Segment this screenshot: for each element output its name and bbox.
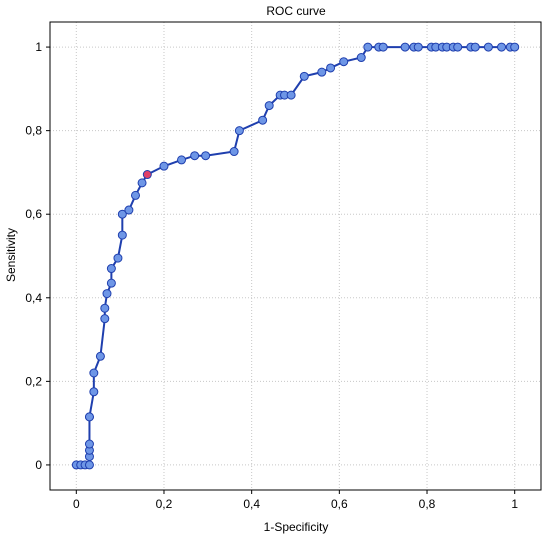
chart-title: ROC curve xyxy=(266,4,326,18)
x-axis-label: 1-Specificity xyxy=(264,520,329,534)
x-tick-label: 0,2 xyxy=(156,497,173,511)
axis-ticks: 0 0,2 0,4 0,6 0,8 1 0 0,2 0,4 0,6 0,8 1 xyxy=(25,40,518,511)
roc-point xyxy=(100,314,110,324)
roc-point xyxy=(106,264,116,274)
roc-point xyxy=(89,387,99,397)
roc-point xyxy=(299,71,309,81)
roc-point xyxy=(89,368,99,378)
roc-point xyxy=(84,439,94,449)
roc-point xyxy=(84,412,94,422)
roc-point xyxy=(453,42,463,52)
roc-point xyxy=(317,67,327,77)
roc-point xyxy=(106,278,116,288)
y-tick-label: 0 xyxy=(35,458,42,472)
roc-point xyxy=(326,63,336,73)
roc-point xyxy=(84,460,94,470)
y-tick-label: 0,4 xyxy=(25,291,42,305)
roc-point xyxy=(190,151,200,161)
roc-point xyxy=(102,289,112,299)
roc-point xyxy=(130,190,140,200)
y-tick-label: 1 xyxy=(35,40,42,54)
roc-point xyxy=(159,161,169,171)
roc-point xyxy=(497,42,507,52)
roc-point xyxy=(117,230,127,240)
roc-point xyxy=(413,42,423,52)
x-tick-label: 0 xyxy=(73,497,80,511)
y-axis-label: Sensitivity xyxy=(4,228,18,282)
roc-point xyxy=(234,126,244,136)
roc-point-optimal xyxy=(142,170,152,180)
roc-curve-line xyxy=(76,46,515,466)
roc-point xyxy=(137,178,147,188)
roc-point xyxy=(286,90,296,100)
x-tick-label: 0,8 xyxy=(419,497,436,511)
roc-point xyxy=(229,147,239,157)
roc-point xyxy=(378,42,388,52)
roc-point xyxy=(510,42,520,52)
roc-point xyxy=(264,101,274,111)
roc-point xyxy=(201,151,211,161)
y-tick-label: 0,6 xyxy=(25,207,42,221)
roc-point xyxy=(258,115,268,125)
roc-point xyxy=(363,42,373,52)
roc-point xyxy=(113,253,123,263)
x-tick-label: 0,4 xyxy=(243,497,260,511)
roc-point xyxy=(339,57,349,67)
x-tick-label: 0,6 xyxy=(331,497,348,511)
roc-point xyxy=(356,53,366,63)
roc-point xyxy=(400,42,410,52)
roc-point xyxy=(95,351,105,361)
y-tick-label: 0,8 xyxy=(25,124,42,138)
plot-frame xyxy=(49,21,542,491)
roc-point xyxy=(100,303,110,313)
roc-points xyxy=(71,42,520,470)
grid xyxy=(50,22,541,490)
roc-point xyxy=(124,205,134,215)
x-tick-label: 1 xyxy=(511,497,518,511)
roc-point xyxy=(483,42,493,52)
roc-point xyxy=(177,155,187,165)
roc-point xyxy=(470,42,480,52)
roc-point xyxy=(117,209,127,219)
y-tick-label: 0,2 xyxy=(25,374,42,388)
